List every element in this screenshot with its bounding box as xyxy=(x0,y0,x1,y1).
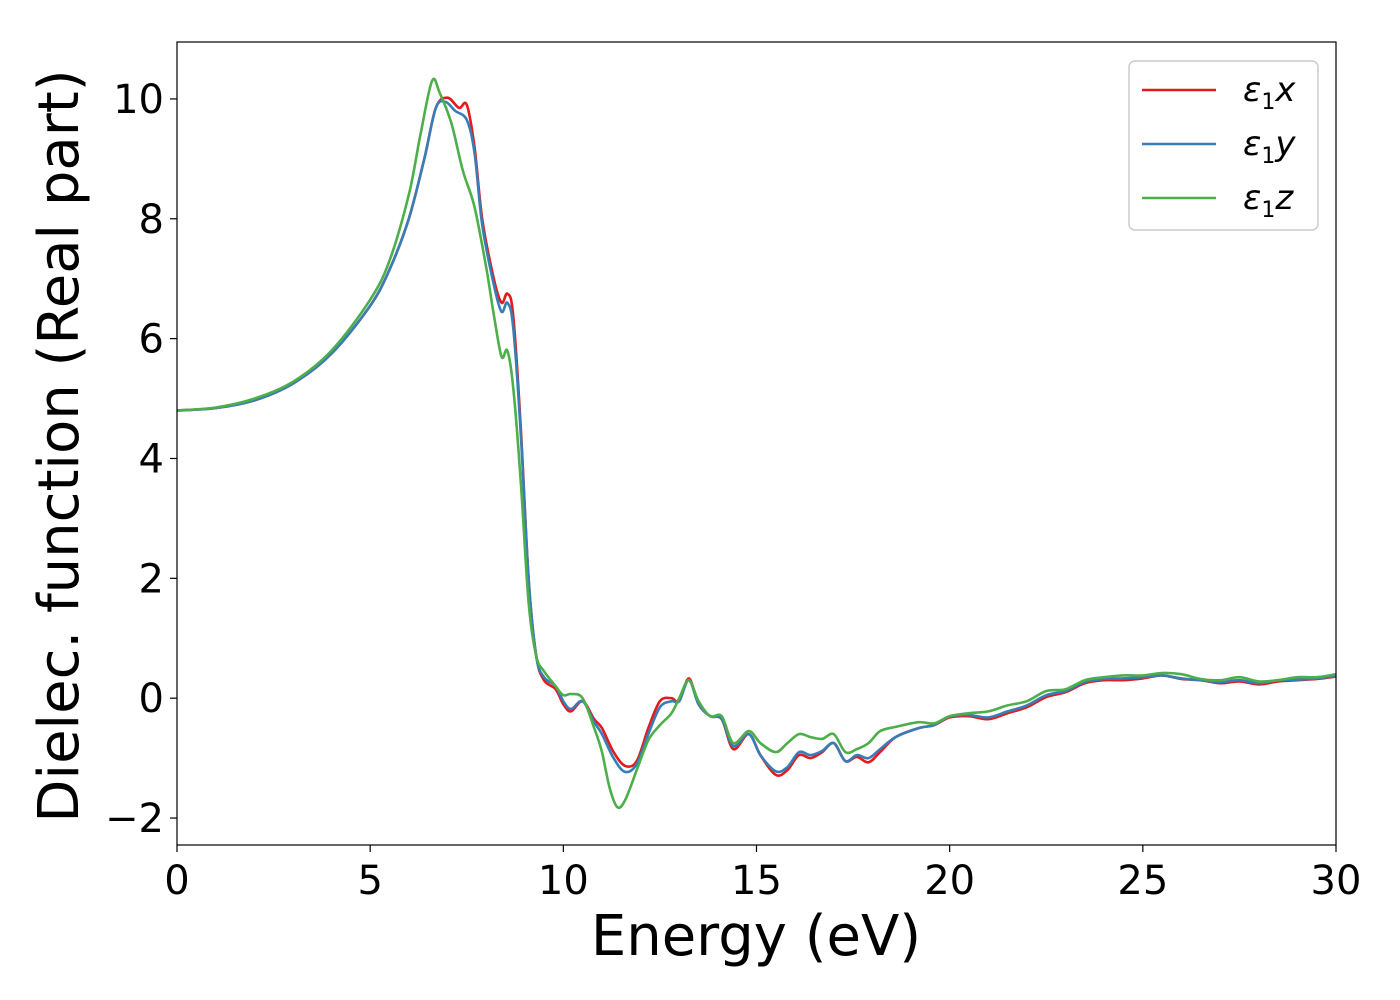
y-tick-label: −2 xyxy=(105,796,164,842)
x-tick-label: 10 xyxy=(538,858,589,904)
y-tick-label: 6 xyxy=(139,317,164,363)
legend-label-z: ε1z xyxy=(1243,178,1294,223)
y-tick-label: 2 xyxy=(139,556,164,602)
y-axis-title: Dielec. function (Real part) xyxy=(27,69,92,822)
x-tick-label: 25 xyxy=(1117,858,1168,904)
x-axis: 0 5 10 15 20 25 30 xyxy=(164,845,1361,904)
y-tick-label: 0 xyxy=(139,676,164,722)
x-tick-label: 20 xyxy=(924,858,975,904)
legend: ε1x ε1y ε1z xyxy=(1128,60,1319,231)
x-tick-label: 0 xyxy=(164,858,189,904)
series-layer xyxy=(177,77,1336,810)
legend-label-x: ε1x xyxy=(1243,70,1296,115)
y-tick-label: 8 xyxy=(139,197,164,243)
y-axis: −2 0 2 4 6 8 10 xyxy=(105,77,177,842)
legend-frame xyxy=(1128,60,1319,231)
x-tick-label: 5 xyxy=(357,858,382,904)
x-tick-label: 15 xyxy=(731,858,782,904)
y-tick-label: 4 xyxy=(139,436,164,482)
x-tick-label: 30 xyxy=(1311,858,1362,904)
series-line-z xyxy=(177,77,1336,810)
y-tick-label: 10 xyxy=(113,77,164,123)
legend-label-y: ε1y xyxy=(1243,124,1296,169)
x-axis-title: Energy (eV) xyxy=(591,904,921,969)
